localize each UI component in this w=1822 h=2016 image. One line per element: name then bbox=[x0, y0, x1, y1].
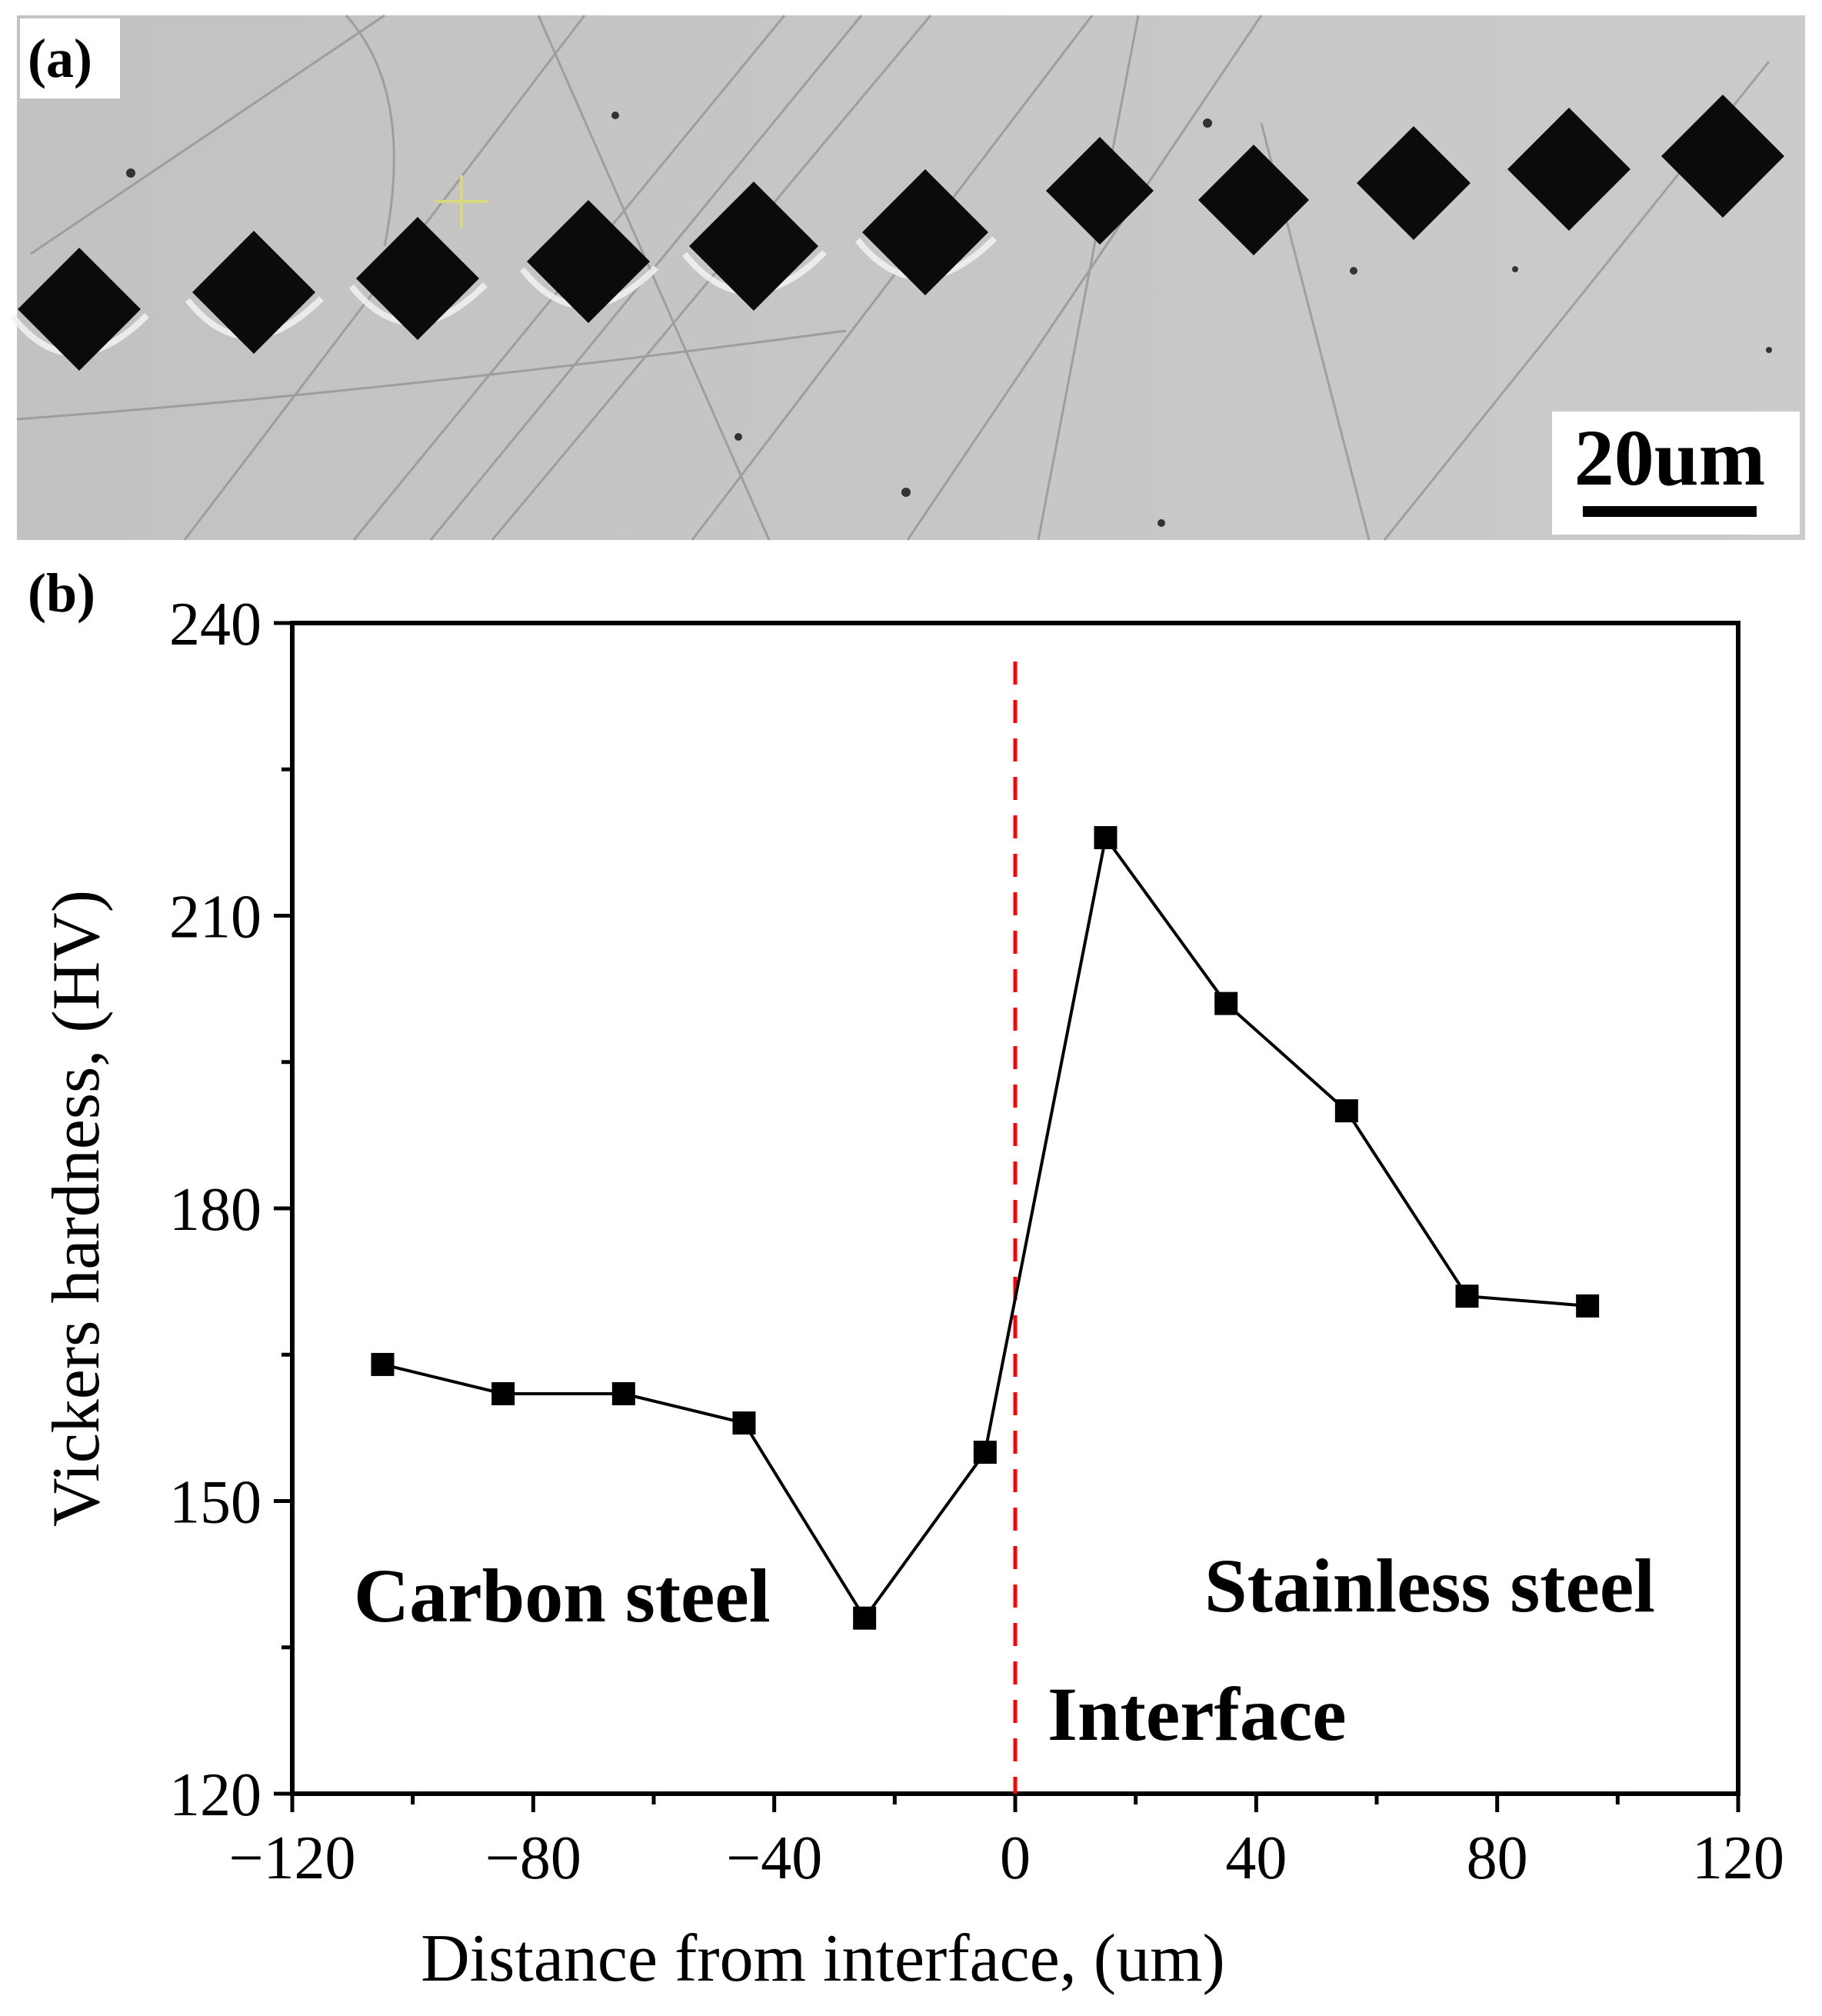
y-tick-label: 180 bbox=[169, 1176, 261, 1244]
crosshair-marker bbox=[435, 175, 488, 228]
indentation bbox=[862, 169, 988, 295]
micrograph-panel: (a) 20um bbox=[10, 14, 1805, 541]
x-tick-label: −120 bbox=[228, 1824, 355, 1892]
indentation bbox=[527, 200, 650, 323]
panel-b-label: (b) bbox=[28, 562, 95, 624]
micrograph-specks bbox=[126, 112, 1772, 527]
data-point bbox=[1094, 826, 1118, 850]
x-tick-label: −80 bbox=[485, 1824, 581, 1892]
y-tick-label: 150 bbox=[169, 1469, 261, 1537]
annotation-carbon-steel: Carbon steel bbox=[354, 1553, 771, 1638]
data-point bbox=[1455, 1285, 1479, 1308]
data-points bbox=[371, 826, 1600, 1630]
data-point bbox=[1214, 991, 1238, 1015]
y-tick-label: 210 bbox=[169, 884, 261, 951]
data-point bbox=[732, 1411, 756, 1435]
x-tick-label: −40 bbox=[726, 1824, 822, 1892]
y-axis-ticks: 120 150 180 210 240 bbox=[169, 591, 292, 1829]
indentation bbox=[1661, 95, 1784, 218]
indentation bbox=[1198, 145, 1309, 255]
x-tick-label: 80 bbox=[1467, 1824, 1528, 1892]
indentation-group bbox=[10, 95, 1784, 371]
hardness-chart: (b) 120 150 180 210 240 −120 −80 −40 0 40 80 120 D… bbox=[28, 562, 1784, 1996]
data-point bbox=[371, 1352, 395, 1376]
data-point bbox=[491, 1381, 515, 1405]
x-tick-label: 0 bbox=[1000, 1824, 1031, 1892]
data-point bbox=[973, 1441, 997, 1465]
series-line bbox=[382, 834, 1588, 1621]
indentation bbox=[192, 231, 315, 354]
data-point bbox=[853, 1606, 877, 1630]
y-tick-label: 240 bbox=[169, 591, 261, 658]
x-tick-label: 40 bbox=[1225, 1824, 1287, 1892]
indentation bbox=[1357, 126, 1471, 240]
indentation bbox=[689, 182, 818, 311]
y-axis-title: Vickers hardness, (HV) bbox=[39, 890, 114, 1527]
indentation bbox=[1046, 137, 1154, 245]
indentation bbox=[1507, 108, 1630, 231]
indentation bbox=[356, 217, 479, 340]
panel-a-label: (a) bbox=[28, 28, 92, 89]
y-tick-label: 120 bbox=[169, 1761, 261, 1829]
indentation bbox=[18, 248, 141, 371]
annotation-stainless-steel: Stainless steel bbox=[1204, 1543, 1655, 1628]
data-point bbox=[1334, 1099, 1358, 1123]
x-axis-title: Distance from interface, (um) bbox=[421, 1921, 1225, 1996]
panel-a-label-box bbox=[20, 18, 120, 98]
x-tick-label: 120 bbox=[1692, 1824, 1784, 1892]
scale-bar bbox=[1583, 506, 1757, 517]
annotation-interface: Interface bbox=[1048, 1671, 1347, 1757]
x-axis-ticks: −120 −80 −40 0 40 80 120 bbox=[228, 1794, 1784, 1892]
data-point bbox=[1576, 1294, 1600, 1318]
data-point bbox=[611, 1381, 635, 1405]
scale-bar-label: 20um bbox=[1574, 414, 1765, 502]
